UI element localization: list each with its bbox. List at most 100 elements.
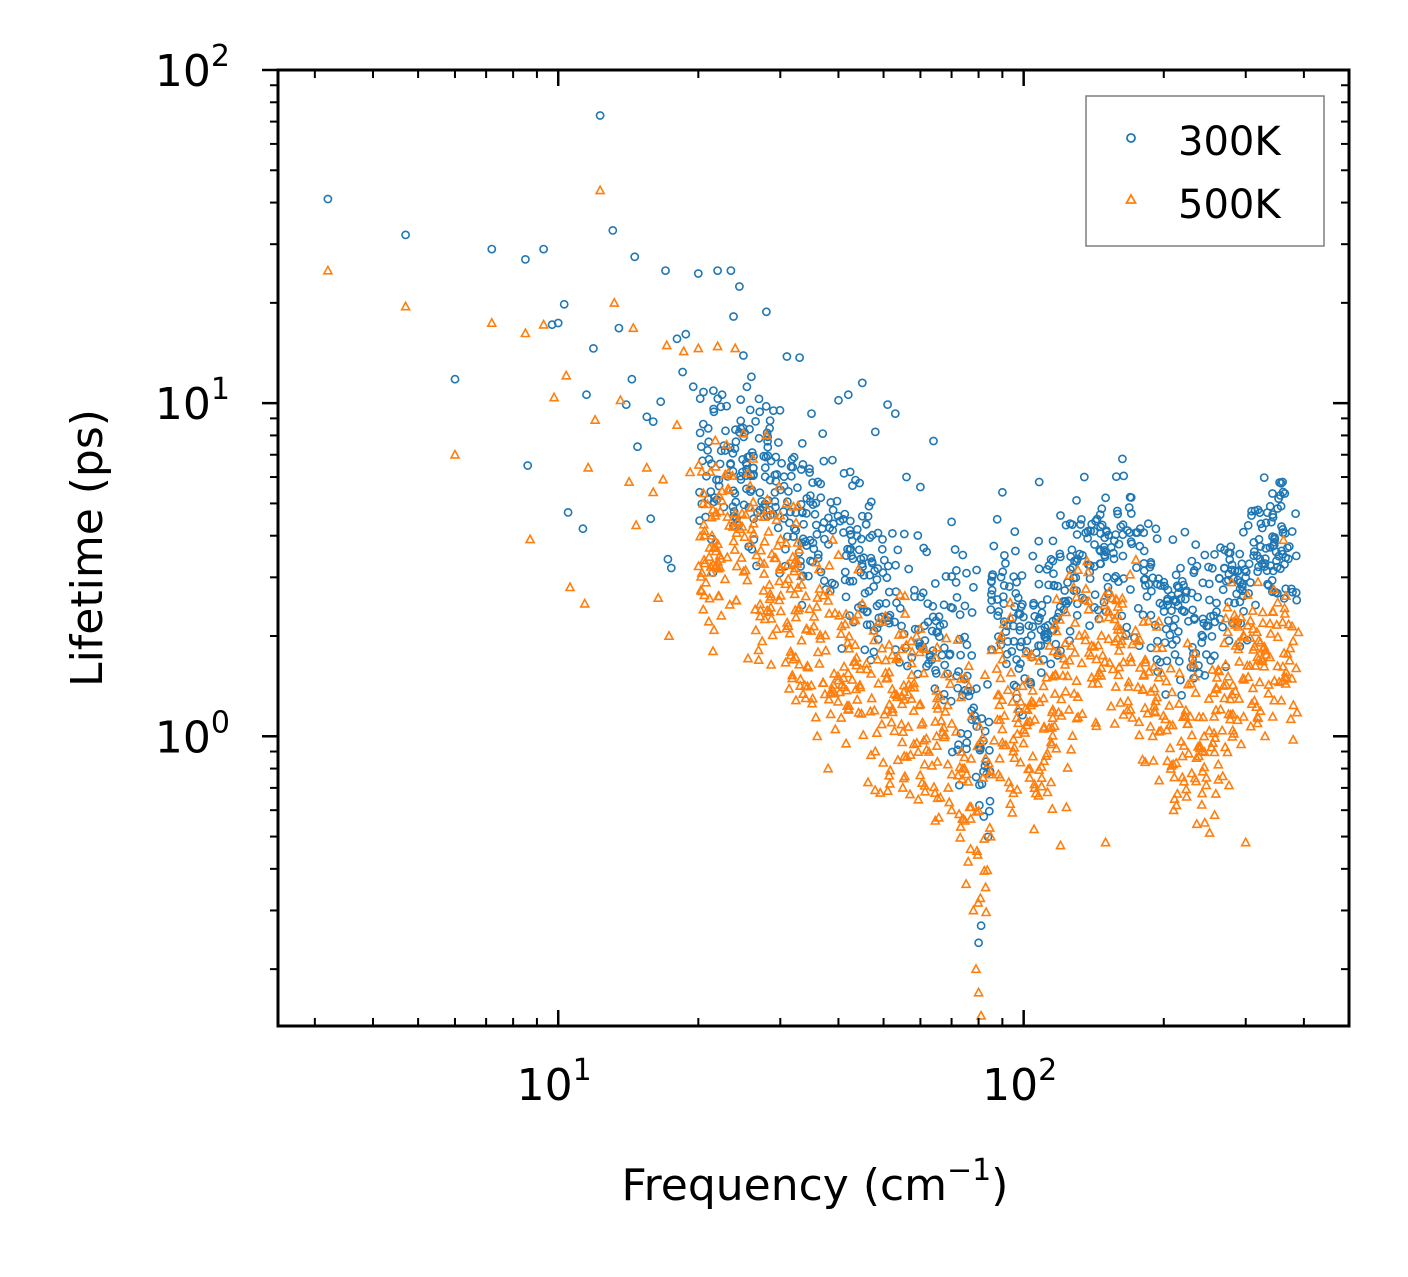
data-point-300k: [450, 374, 460, 384]
data-point-500k: [908, 677, 920, 688]
data-point-500k: [1134, 661, 1146, 672]
data-point-500k: [740, 508, 752, 519]
data-point-500k: [1124, 651, 1136, 662]
data-point-300k: [1111, 472, 1121, 481]
data-point-500k: [985, 830, 997, 841]
data-point-300k: [914, 625, 923, 634]
data-point-500k: [1258, 660, 1270, 671]
data-point-300k: [870, 427, 880, 437]
data-point-300k: [1122, 622, 1132, 632]
data-point-300k: [782, 352, 792, 361]
data-point-500k: [1256, 652, 1268, 663]
data-point-300k: [1100, 552, 1110, 562]
data-point-500k: [1282, 647, 1293, 658]
data-point-300k: [1255, 554, 1265, 564]
data-point-500k: [900, 639, 912, 650]
data-point-500k: [1029, 778, 1040, 789]
data-point-300k: [830, 580, 839, 589]
data-point-500k: [979, 669, 991, 680]
data-point-500k: [775, 605, 787, 616]
data-point-300k: [916, 482, 925, 492]
data-point-300k: [1036, 668, 1046, 677]
data-point-500k: [1201, 771, 1212, 782]
data-point-300k: [866, 497, 876, 507]
data-point-300k: [1090, 540, 1099, 549]
data-point-500k: [911, 630, 922, 641]
data-point-500k: [1050, 742, 1062, 753]
data-point-500k: [1242, 619, 1254, 630]
data-point-300k: [1029, 600, 1038, 610]
data-point-500k: [1155, 724, 1167, 735]
data-point-300k: [941, 572, 951, 581]
data-point-500k: [729, 342, 741, 353]
data-point-300k: [706, 487, 716, 496]
data-point-300k: [765, 475, 775, 485]
data-point-500k: [1008, 787, 1019, 798]
data-point-300k: [1254, 562, 1263, 572]
data-point-500k: [1124, 568, 1136, 579]
data-point-300k: [927, 626, 937, 636]
data-point-500k: [785, 645, 796, 656]
data-point-300k: [925, 650, 935, 660]
data-point-300k: [735, 282, 744, 291]
data-point-300k: [1198, 614, 1208, 624]
data-point-300k: [578, 524, 588, 534]
data-point-500k: [1160, 713, 1171, 724]
data-point-500k: [962, 775, 974, 786]
data-point-500k: [980, 906, 992, 917]
data-point-300k: [1291, 509, 1300, 518]
data-point-300k: [975, 742, 985, 752]
y-tick-label: 100: [155, 705, 230, 763]
data-point-500k: [823, 585, 835, 596]
data-point-500k: [817, 676, 829, 687]
data-point-300k: [1116, 522, 1126, 531]
data-point-500k: [977, 731, 989, 742]
data-point-500k: [1285, 713, 1297, 724]
data-point-500k: [812, 646, 824, 657]
data-point-500k: [959, 762, 970, 773]
data-point-500k: [840, 608, 852, 619]
data-point-300k: [1146, 610, 1156, 620]
data-point-500k: [919, 779, 931, 790]
data-point-500k: [935, 714, 947, 725]
data-point-300k: [1040, 622, 1050, 632]
data-point-300k: [1089, 526, 1099, 536]
data-point-300k: [935, 621, 945, 631]
data-point-500k: [911, 737, 923, 748]
data-point-500k: [1238, 710, 1249, 721]
data-point-300k: [1176, 563, 1185, 573]
data-point-500k: [723, 484, 735, 495]
data-point-500k: [1250, 701, 1262, 712]
data-point-500k: [851, 659, 862, 670]
data-point-500k: [1080, 634, 1091, 645]
data-point-500k: [873, 677, 884, 688]
data-point-500k: [793, 658, 805, 669]
data-point-500k: [1198, 730, 1210, 741]
data-point-300k: [765, 416, 775, 425]
data-point-500k: [953, 808, 965, 819]
data-point-500k: [962, 855, 974, 866]
data-point-300k: [883, 561, 893, 571]
data-point-500k: [1278, 534, 1289, 545]
data-point-500k: [1005, 666, 1017, 677]
data-point-500k: [929, 715, 941, 726]
data-point-500k: [758, 511, 770, 522]
data-point-500k: [1166, 759, 1177, 770]
data-point-500k: [729, 507, 741, 518]
data-point-500k: [872, 653, 883, 664]
data-point-300k: [824, 513, 833, 523]
data-point-300k: [1270, 534, 1280, 544]
data-point-300k: [642, 412, 652, 422]
data-point-500k: [1184, 710, 1196, 721]
data-point-500k: [978, 833, 990, 843]
data-point-500k: [1086, 639, 1097, 650]
data-point-300k: [819, 518, 829, 527]
data-point-500k: [1002, 684, 1014, 695]
data-point-300k: [845, 545, 855, 555]
data-point-500k: [721, 551, 733, 562]
data-point-300k: [731, 437, 741, 447]
data-point-500k: [991, 663, 1003, 673]
plot-area: [322, 111, 1304, 1020]
data-point-500k: [1099, 599, 1110, 610]
data-point-300k: [854, 545, 864, 555]
